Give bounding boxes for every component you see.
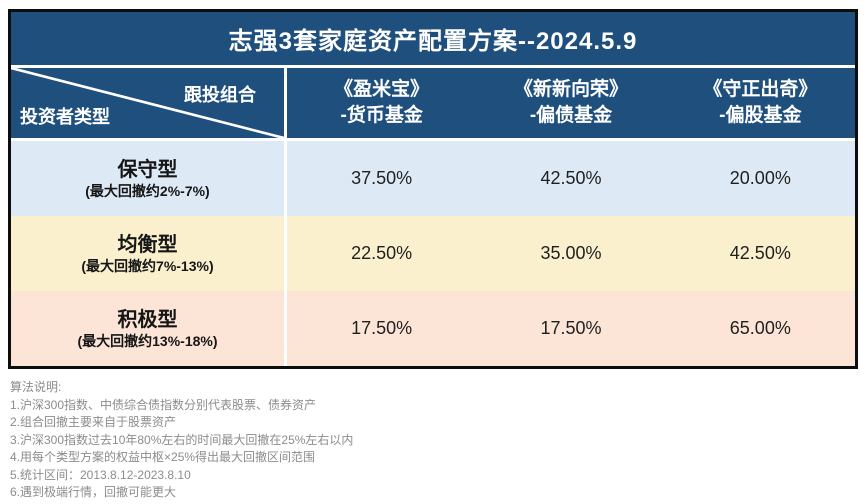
investor-type-label: 均衡型 bbox=[117, 233, 178, 256]
header-row: 跟投组合 投资者类型 《盈米宝》 -货币基金 《新新向荣》 -偏债基金 《守正出… bbox=[11, 68, 855, 141]
column-header-line2: -偏债基金 bbox=[529, 105, 613, 126]
footnote-item: 4.用每个类型方案的权益中枢×25%得出最大回撤区间范围 bbox=[10, 450, 316, 464]
column-header-xinxinxiangrong: 《新新向荣》 -偏债基金 bbox=[476, 68, 665, 138]
corner-label-investor-type: 投资者类型 bbox=[20, 107, 110, 127]
table-cell: 42.50% bbox=[540, 168, 602, 188]
table-cell: 20.00% bbox=[729, 168, 791, 188]
diagonal-divider bbox=[11, 68, 284, 138]
column-header-line1: 《守正出奇》 bbox=[703, 79, 818, 100]
table-cell: 17.50% bbox=[540, 318, 602, 338]
table-cell: 22.50% bbox=[351, 243, 413, 263]
table-row-conservative: 保守型 (最大回撤约2%-7%) 37.50% 42.50% 20.00% bbox=[11, 141, 855, 216]
table-cell: 37.50% bbox=[351, 168, 413, 188]
table-title: 志强3套家庭资产配置方案--2024.5.9 bbox=[11, 12, 855, 68]
max-drawdown-label: (最大回撤约7%-13%) bbox=[81, 257, 214, 274]
table-row-balanced: 均衡型 (最大回撤约7%-13%) 22.50% 35.00% 42.50% bbox=[11, 216, 855, 291]
table-cell: 35.00% bbox=[540, 243, 602, 263]
allocation-table: 志强3套家庭资产配置方案--2024.5.9 跟投组合 投资者类型 《盈米宝》 … bbox=[8, 9, 858, 369]
corner-label-portfolio: 跟投组合 bbox=[184, 85, 256, 105]
corner-header-cell: 跟投组合 投资者类型 bbox=[11, 68, 287, 138]
column-header-shouzhengchuqi: 《守正出奇》 -偏股基金 bbox=[666, 68, 855, 138]
max-drawdown-label: (最大回撤约13%-18%) bbox=[77, 332, 218, 349]
row-label-cell: 积极型 (最大回撤约13%-18%) bbox=[11, 291, 287, 366]
table-cell: 65.00% bbox=[729, 318, 791, 338]
investor-type-label: 保守型 bbox=[117, 158, 178, 181]
column-header-line1: 《盈米宝》 bbox=[334, 79, 430, 100]
footnotes-heading: 算法说明: bbox=[10, 380, 62, 394]
max-drawdown-label: (最大回撤约2%-7%) bbox=[85, 182, 210, 199]
investor-type-label: 积极型 bbox=[117, 308, 178, 331]
row-label-cell: 保守型 (最大回撤约2%-7%) bbox=[11, 141, 287, 216]
table-row-aggressive: 积极型 (最大回撤约13%-18%) 17.50% 17.50% 65.00% bbox=[11, 291, 855, 366]
column-header-line1: 《新新向荣》 bbox=[513, 79, 628, 100]
footnotes: 算法说明: 1.沪深300指数、中债综合债指数分别代表股票、债券资产 2.组合回… bbox=[10, 379, 650, 502]
footnote-item: 5.统计区间：2013.8.12-2023.8.10 bbox=[10, 467, 191, 482]
table-cell: 17.50% bbox=[351, 318, 413, 338]
footnote-item: 1.沪深300指数、中债综合债指数分别代表股票、债券资产 bbox=[10, 397, 317, 412]
footnote-item: 2.组合回撤主要来自于股票资产 bbox=[10, 415, 177, 429]
column-header-line2: -货币基金 bbox=[340, 105, 423, 126]
row-label-cell: 均衡型 (最大回撤约7%-13%) bbox=[11, 216, 287, 291]
footnote-item: 3.沪深300指数过去10年80%左右的时间最大回撤在25%左右以内 bbox=[10, 432, 354, 447]
table-cell: 42.50% bbox=[729, 243, 791, 263]
column-header-line2: -偏股基金 bbox=[719, 105, 802, 126]
column-header-yingmibao: 《盈米宝》 -货币基金 bbox=[287, 68, 476, 138]
footnote-item: 6.遇到极端行情，回撤可能更大 bbox=[10, 485, 177, 499]
